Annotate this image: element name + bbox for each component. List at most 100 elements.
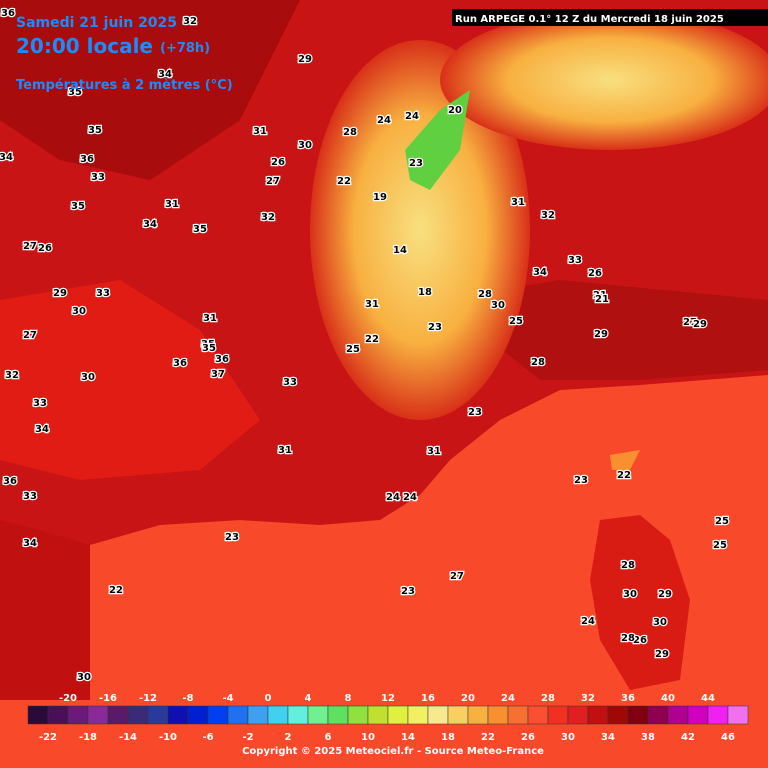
color-swatch bbox=[467, 705, 489, 725]
scale-label-bottom: -2 bbox=[242, 732, 253, 743]
scale-label-top: 24 bbox=[501, 693, 515, 704]
scale-label-bottom: -18 bbox=[79, 732, 97, 743]
scale-label-top: 40 bbox=[661, 693, 675, 704]
color-swatch bbox=[247, 705, 269, 725]
date: Samedi 21 juin 2025 bbox=[16, 15, 177, 31]
temperature-label: 18 bbox=[418, 287, 432, 298]
scale-label-top: 36 bbox=[621, 693, 635, 704]
color-swatch bbox=[547, 705, 569, 725]
scale-label-top: -8 bbox=[182, 693, 193, 704]
temperature-label: 31 bbox=[278, 445, 292, 456]
temperature-label: 32 bbox=[5, 370, 19, 381]
temperature-label: 31 bbox=[427, 446, 441, 457]
land-bright bbox=[0, 280, 260, 480]
land-southwest bbox=[0, 520, 90, 700]
cold-peaks bbox=[405, 90, 470, 190]
color-swatch bbox=[47, 705, 69, 725]
color-swatch bbox=[367, 705, 389, 725]
temperature-label: 32 bbox=[261, 212, 275, 223]
scale-label-bottom: 2 bbox=[285, 732, 292, 743]
color-swatch bbox=[147, 705, 169, 725]
scale-label-top: 0 bbox=[265, 693, 272, 704]
temperature-label: 22 bbox=[617, 470, 631, 481]
color-swatch bbox=[347, 705, 369, 725]
scale-label-bottom: -22 bbox=[39, 732, 57, 743]
temperature-label: 14 bbox=[393, 245, 407, 256]
temperature-label: 30 bbox=[77, 672, 91, 683]
temperature-label: 23 bbox=[468, 407, 482, 418]
color-swatch bbox=[307, 705, 329, 725]
scale-label-top: 28 bbox=[541, 693, 555, 704]
scale-label-bottom: -14 bbox=[119, 732, 137, 743]
temperature-label: 25 bbox=[346, 344, 360, 355]
temperature-label: 24 bbox=[377, 115, 391, 126]
temperature-label: 29 bbox=[658, 589, 672, 600]
color-swatch bbox=[607, 705, 629, 725]
color-swatch bbox=[67, 705, 89, 725]
color-swatch bbox=[127, 705, 149, 725]
scale-label-top: 8 bbox=[345, 693, 352, 704]
temperature-label: 34 bbox=[158, 69, 172, 80]
temperature-label: 23 bbox=[409, 158, 423, 169]
scale-label-top: -16 bbox=[99, 693, 117, 704]
color-swatch bbox=[727, 705, 749, 725]
temperature-label: 33 bbox=[568, 255, 582, 266]
scale-label-top: -20 bbox=[59, 693, 77, 704]
temperature-label: 30 bbox=[623, 589, 637, 600]
temperature-label: 26 bbox=[633, 635, 647, 646]
scale-label-top: -4 bbox=[222, 693, 233, 704]
color-scale: -20 -16 -12 -8 -4 0 4 8 12 16 20 24 28 32 36 40 44-22 -18… bbox=[27, 693, 749, 743]
scale-label-top: 12 bbox=[381, 693, 395, 704]
color-swatch bbox=[567, 705, 589, 725]
temperature-label: 30 bbox=[653, 617, 667, 628]
temperature-label: 33 bbox=[96, 288, 110, 299]
temperature-label: 35 bbox=[193, 224, 207, 235]
temperature-label: 26 bbox=[38, 243, 52, 254]
temperature-label: 25 bbox=[715, 516, 729, 527]
color-swatch bbox=[647, 705, 669, 725]
run-box bbox=[452, 9, 768, 26]
temperature-label: 32 bbox=[183, 16, 197, 27]
temperature-label: 27 bbox=[450, 571, 464, 582]
temperature-label: 25 bbox=[509, 316, 523, 327]
scale-label-top: -12 bbox=[139, 693, 157, 704]
color-swatch bbox=[207, 705, 229, 725]
temperature-label: 33 bbox=[91, 172, 105, 183]
temperature-label: 30 bbox=[72, 306, 86, 317]
temperature-label: 27 bbox=[266, 176, 280, 187]
color-swatch bbox=[267, 705, 289, 725]
temperature-label: 19 bbox=[373, 192, 387, 203]
temperature-label: 37 bbox=[211, 369, 225, 380]
scale-label-bottom: 6 bbox=[325, 732, 332, 743]
scale-label-bottom: 18 bbox=[441, 732, 455, 743]
temperature-label: 31 bbox=[253, 126, 267, 137]
temperature-label: 24 bbox=[403, 492, 417, 503]
color-swatch bbox=[107, 705, 129, 725]
color-swatch bbox=[287, 705, 309, 725]
temperature-label: 36 bbox=[3, 476, 17, 487]
warm-patch bbox=[610, 450, 640, 470]
alps bbox=[310, 40, 530, 420]
temperature-label: 25 bbox=[713, 540, 727, 551]
color-swatch bbox=[167, 705, 189, 725]
land-dark bbox=[0, 0, 300, 180]
temperature-label: 31 bbox=[165, 199, 179, 210]
temperature-label: 29 bbox=[655, 649, 669, 660]
temperature-label: 29 bbox=[693, 319, 707, 330]
temperature-label: 33 bbox=[23, 491, 37, 502]
scale-label-top: 20 bbox=[461, 693, 475, 704]
temperature-label: 22 bbox=[365, 334, 379, 345]
temperature-label: 28 bbox=[478, 289, 492, 300]
temperature-label: 35 bbox=[88, 125, 102, 136]
temperature-label: 32 bbox=[541, 210, 555, 221]
scale-label-top: 16 bbox=[421, 693, 435, 704]
color-swatch bbox=[667, 705, 689, 725]
scale-label-bottom: -10 bbox=[159, 732, 177, 743]
scale-label-bottom: 30 bbox=[561, 732, 575, 743]
scale-label-top: 4 bbox=[305, 693, 312, 704]
temperature-label: 29 bbox=[594, 329, 608, 340]
scale-label-bottom: 42 bbox=[681, 732, 695, 743]
scale-label-bottom: 46 bbox=[721, 732, 735, 743]
scale-label-bottom: 10 bbox=[361, 732, 375, 743]
